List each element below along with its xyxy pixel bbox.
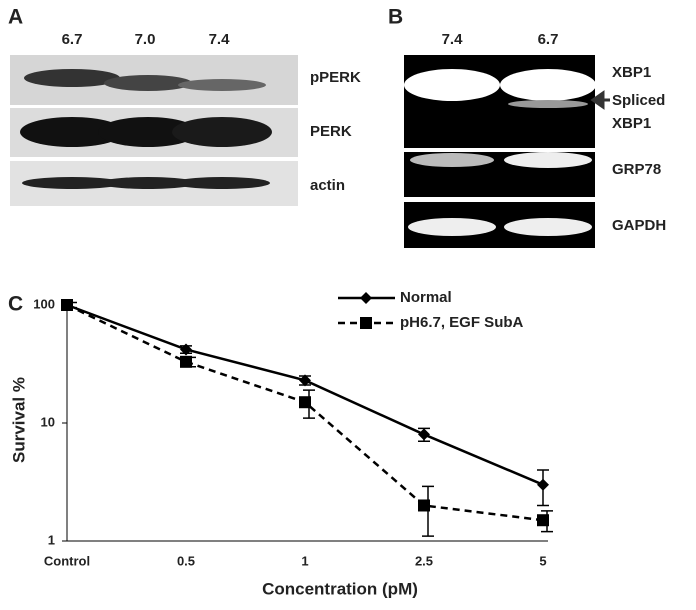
x-axis-title: Concentration (pM)	[262, 579, 418, 598]
y-tick-label: 1	[48, 532, 55, 547]
y-tick-label: 100	[33, 296, 55, 311]
x-tick-label: Control	[44, 553, 90, 568]
y-tick-label: 10	[41, 414, 55, 429]
legend-label: pH6.7, EGF SubA	[400, 314, 524, 331]
gel	[404, 55, 610, 248]
series-line	[66, 303, 544, 486]
lane-label: 7.4	[442, 31, 464, 48]
lane-label: 6.7	[62, 31, 83, 48]
x-tick-label: 5	[539, 553, 546, 568]
row-label: PERK	[310, 123, 352, 140]
western-blot	[10, 55, 298, 206]
lane-label: 7.4	[209, 31, 231, 48]
marker	[537, 514, 549, 527]
legend-label: Normal	[400, 289, 452, 306]
marker	[299, 396, 311, 409]
marker	[61, 299, 73, 311]
legend-marker	[360, 317, 372, 329]
x-tick-label: 1	[301, 553, 308, 568]
marker	[418, 428, 430, 441]
row-label: GRP78	[612, 161, 661, 178]
marker	[180, 355, 192, 368]
row-label: XBP1	[612, 64, 651, 81]
row-label: Spliced	[612, 92, 665, 109]
row-label: actin	[310, 177, 345, 194]
lane-label: 7.0	[135, 31, 156, 48]
row-label: XBP1	[612, 115, 651, 132]
series-line	[66, 303, 544, 522]
legend-marker	[360, 292, 372, 304]
x-tick-label: 0.5	[177, 553, 195, 568]
marker	[418, 499, 430, 512]
row-label: GAPDH	[612, 217, 666, 234]
panel-label: B	[388, 6, 403, 29]
panel-label: A	[8, 6, 23, 29]
panel-label: C	[8, 293, 23, 316]
x-tick-label: 2.5	[415, 553, 433, 568]
marker	[299, 374, 311, 387]
marker	[537, 478, 549, 491]
lane-label: 6.7	[538, 31, 559, 48]
y-axis-title: Survival %	[9, 377, 28, 463]
marker	[180, 343, 192, 356]
row-label: pPERK	[310, 69, 361, 86]
